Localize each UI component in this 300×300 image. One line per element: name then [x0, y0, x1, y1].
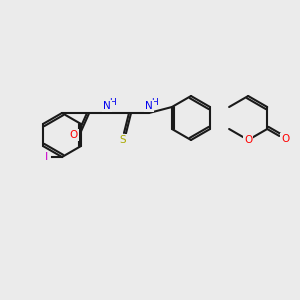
Text: N: N — [145, 101, 153, 111]
Text: I: I — [44, 152, 48, 162]
Text: O: O — [281, 134, 290, 145]
Text: S: S — [120, 135, 126, 145]
Text: N: N — [103, 101, 111, 111]
Text: O: O — [244, 135, 252, 145]
Text: H: H — [109, 98, 116, 107]
Text: O: O — [70, 130, 78, 140]
Text: H: H — [151, 98, 158, 107]
